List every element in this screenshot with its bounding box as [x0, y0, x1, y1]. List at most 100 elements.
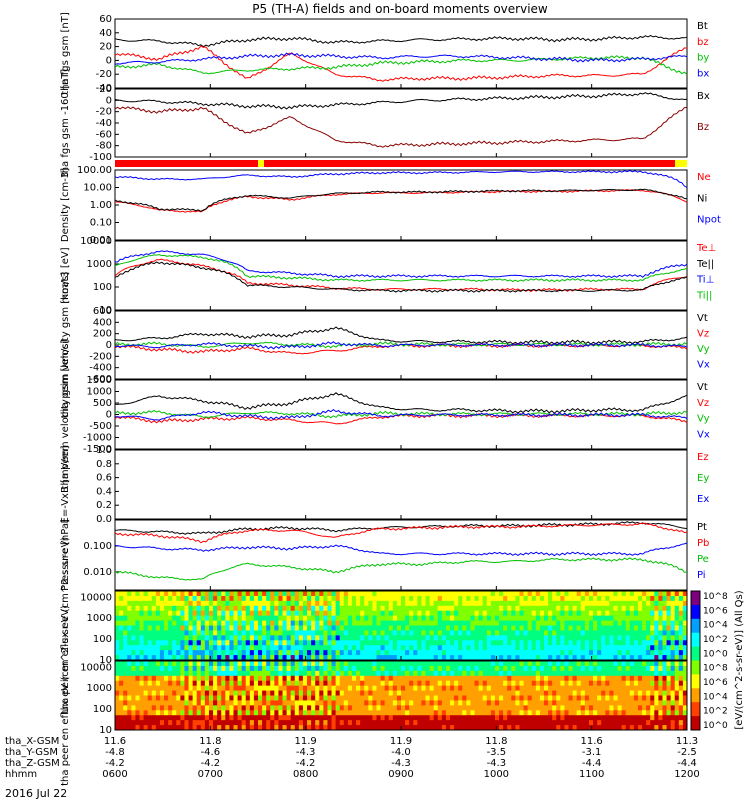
heatmap-cell — [531, 650, 537, 656]
heatmap-cell — [454, 725, 459, 731]
heatmap-cell — [523, 610, 529, 617]
heatmap-cell — [609, 670, 614, 677]
heatmap-cell — [392, 705, 398, 711]
heatmap-cell — [380, 615, 386, 622]
heatmap-cell — [588, 670, 594, 677]
heatmap-cell — [564, 600, 570, 607]
heatmap-cell — [405, 650, 410, 656]
heatmap-cell — [466, 720, 471, 726]
heatmap-cell — [494, 600, 500, 607]
heatmap-cell — [372, 625, 377, 631]
heatmap-cell — [450, 700, 455, 706]
heatmap-cell — [208, 605, 214, 612]
colorbar-swatch — [691, 646, 700, 661]
heatmap-cell — [217, 665, 222, 672]
heatmap-cell — [245, 625, 251, 631]
heatmap-cell — [315, 695, 320, 701]
heatmap-cell — [360, 650, 365, 656]
heatmap-cell — [388, 610, 394, 617]
heatmap-cell — [151, 690, 157, 696]
heatmap-cell — [552, 635, 557, 641]
heatmap-cell — [454, 620, 459, 626]
heatmap-cell — [637, 645, 643, 651]
heatmap-cell — [372, 605, 377, 612]
heatmap-cell — [339, 695, 345, 701]
heatmap-cell — [654, 680, 659, 687]
heatmap-cell — [188, 605, 194, 612]
heatmap-cell — [666, 661, 672, 667]
heatmap-cell — [159, 695, 165, 701]
heatmap-cell — [388, 725, 394, 731]
heatmap-cell — [376, 620, 382, 626]
heatmap-cell — [535, 700, 541, 706]
heatmap-cell — [662, 615, 668, 622]
heatmap-cell — [429, 715, 435, 721]
heatmap-cell — [147, 720, 153, 726]
heatmap-cell — [666, 630, 672, 636]
heatmap-cell — [282, 710, 288, 716]
heatmap-cell — [270, 610, 275, 617]
heatmap-cell — [266, 600, 271, 607]
heatmap-cell — [527, 610, 533, 617]
heatmap-cell — [311, 591, 316, 597]
heatmap-cell — [258, 655, 263, 661]
heatmap-cell — [482, 665, 488, 672]
heatmap-cell — [258, 720, 263, 726]
heatmap-cell — [164, 600, 169, 607]
heatmap-cell — [241, 625, 247, 631]
heatmap-cell — [151, 665, 157, 672]
heatmap-cell — [662, 685, 668, 692]
heatmap-cell — [507, 600, 512, 607]
heatmap-cell — [278, 620, 284, 626]
heatmap-cell — [593, 675, 598, 682]
heatmap-cell — [392, 690, 398, 696]
heatmap-cell — [119, 725, 124, 731]
heatmap-cell — [343, 700, 349, 706]
heatmap-cell — [564, 591, 570, 597]
heatmap-cell — [274, 610, 279, 617]
heatmap-cell — [474, 591, 480, 597]
heatmap-cell — [339, 600, 345, 607]
heatmap-cell — [327, 591, 333, 597]
heatmap-cell — [441, 630, 447, 636]
heatmap-cell — [572, 630, 578, 636]
heatmap-cell — [229, 715, 234, 721]
heatmap-cell — [601, 705, 606, 711]
heatmap-cell — [319, 661, 324, 667]
heatmap-cell — [523, 675, 529, 682]
heatmap-cell — [413, 620, 418, 626]
legend-label: Pe — [697, 554, 709, 565]
heatmap-cell — [470, 595, 476, 602]
heatmap-cell — [392, 670, 398, 677]
heatmap-cell — [523, 640, 529, 646]
y-tick-label: 0.100 — [83, 541, 112, 552]
heatmap-cell — [433, 710, 439, 716]
heatmap-cell — [262, 640, 267, 646]
heatmap-cell — [335, 700, 341, 706]
heatmap-cell — [159, 715, 165, 721]
heatmap-cell — [204, 591, 210, 597]
heatmap-cell — [494, 680, 500, 687]
y-axis-label: tha peer en eflux eV (cm^2-s-sr-eV) — [60, 605, 71, 786]
heatmap-cell — [548, 661, 553, 667]
heatmap-cell — [625, 645, 631, 651]
heatmap-cell — [499, 661, 504, 667]
heatmap-cell — [450, 645, 455, 651]
heatmap-cell — [184, 630, 190, 636]
heatmap-cell — [335, 685, 341, 692]
heatmap-cell — [327, 635, 333, 641]
heatmap-cell — [200, 655, 206, 661]
heatmap-cell — [155, 605, 161, 612]
heatmap-cell — [646, 655, 651, 661]
heatmap-cell — [421, 605, 427, 612]
heatmap-cell — [425, 695, 431, 701]
heatmap-cell — [421, 615, 427, 622]
heatmap-cell — [568, 635, 574, 641]
heatmap-cell — [155, 661, 161, 667]
heatmap-cell — [646, 625, 651, 631]
heatmap-cell — [204, 720, 210, 726]
heatmap-cell — [539, 625, 545, 631]
heatmap-cell — [396, 675, 402, 682]
heatmap-cell — [384, 675, 390, 682]
heatmap-cell — [401, 591, 406, 597]
